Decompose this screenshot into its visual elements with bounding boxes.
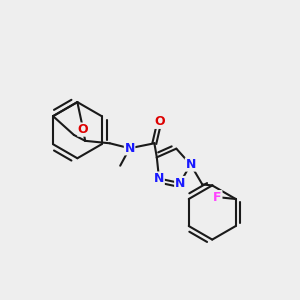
- Text: N: N: [175, 176, 185, 190]
- Text: O: O: [154, 115, 165, 128]
- Text: N: N: [124, 142, 135, 155]
- Text: O: O: [78, 123, 88, 136]
- Text: N: N: [185, 158, 196, 171]
- Text: N: N: [154, 172, 164, 185]
- Text: F: F: [213, 191, 222, 204]
